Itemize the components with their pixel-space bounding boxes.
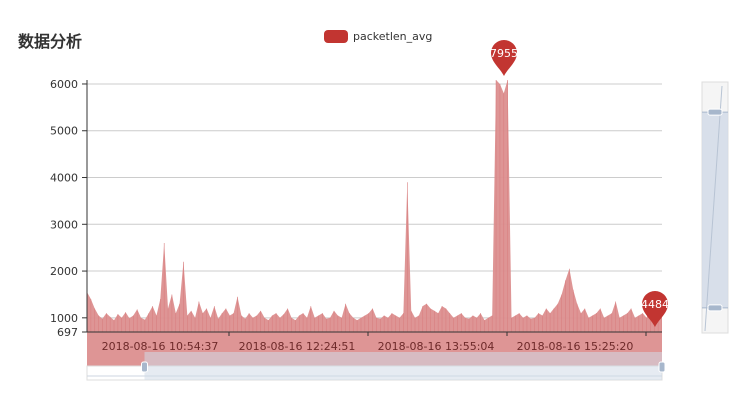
y-tick-label: 5000 bbox=[50, 125, 78, 138]
chart-title: 数据分析 bbox=[18, 32, 83, 51]
x-tick-label: 2018-08-16 12:24:51 bbox=[239, 340, 356, 353]
x-zoom-handle[interactable] bbox=[141, 361, 148, 373]
x-tick-label: 2018-08-16 15:25:20 bbox=[517, 340, 634, 353]
x-zoom-selected-range[interactable] bbox=[144, 352, 663, 380]
legend-swatch bbox=[324, 30, 348, 43]
series-area-packetlen-avg bbox=[87, 80, 662, 366]
y-zoom-data-shadow bbox=[704, 85, 723, 332]
y-zoom-handle[interactable] bbox=[707, 304, 723, 312]
legend-label: packetlen_avg bbox=[353, 30, 433, 43]
y-tick-label: 2000 bbox=[50, 265, 78, 278]
y-tick-label: 3000 bbox=[50, 218, 78, 231]
y-tick-label: 4000 bbox=[50, 172, 78, 185]
mark-point-pin[interactable] bbox=[491, 40, 517, 76]
legend-item-packetlen-avg[interactable]: packetlen_avg bbox=[324, 30, 432, 43]
y-zoom-handle[interactable] bbox=[707, 108, 723, 116]
mark-point-label: 7955 bbox=[490, 47, 518, 60]
y-tick-label: 1000 bbox=[50, 312, 78, 325]
x-zoom-handle[interactable] bbox=[658, 361, 666, 373]
y-tick-label: 697 bbox=[57, 326, 78, 339]
x-tick-label: 2018-08-16 10:54:37 bbox=[102, 340, 219, 353]
x-tick-label: 2018-08-16 13:55:04 bbox=[378, 340, 495, 353]
mark-point-label: 4484 bbox=[641, 298, 669, 311]
mark-point-pin[interactable] bbox=[642, 291, 668, 327]
y-tick-label: 6000 bbox=[50, 78, 78, 91]
y-zoom-selected-range[interactable] bbox=[702, 112, 728, 308]
